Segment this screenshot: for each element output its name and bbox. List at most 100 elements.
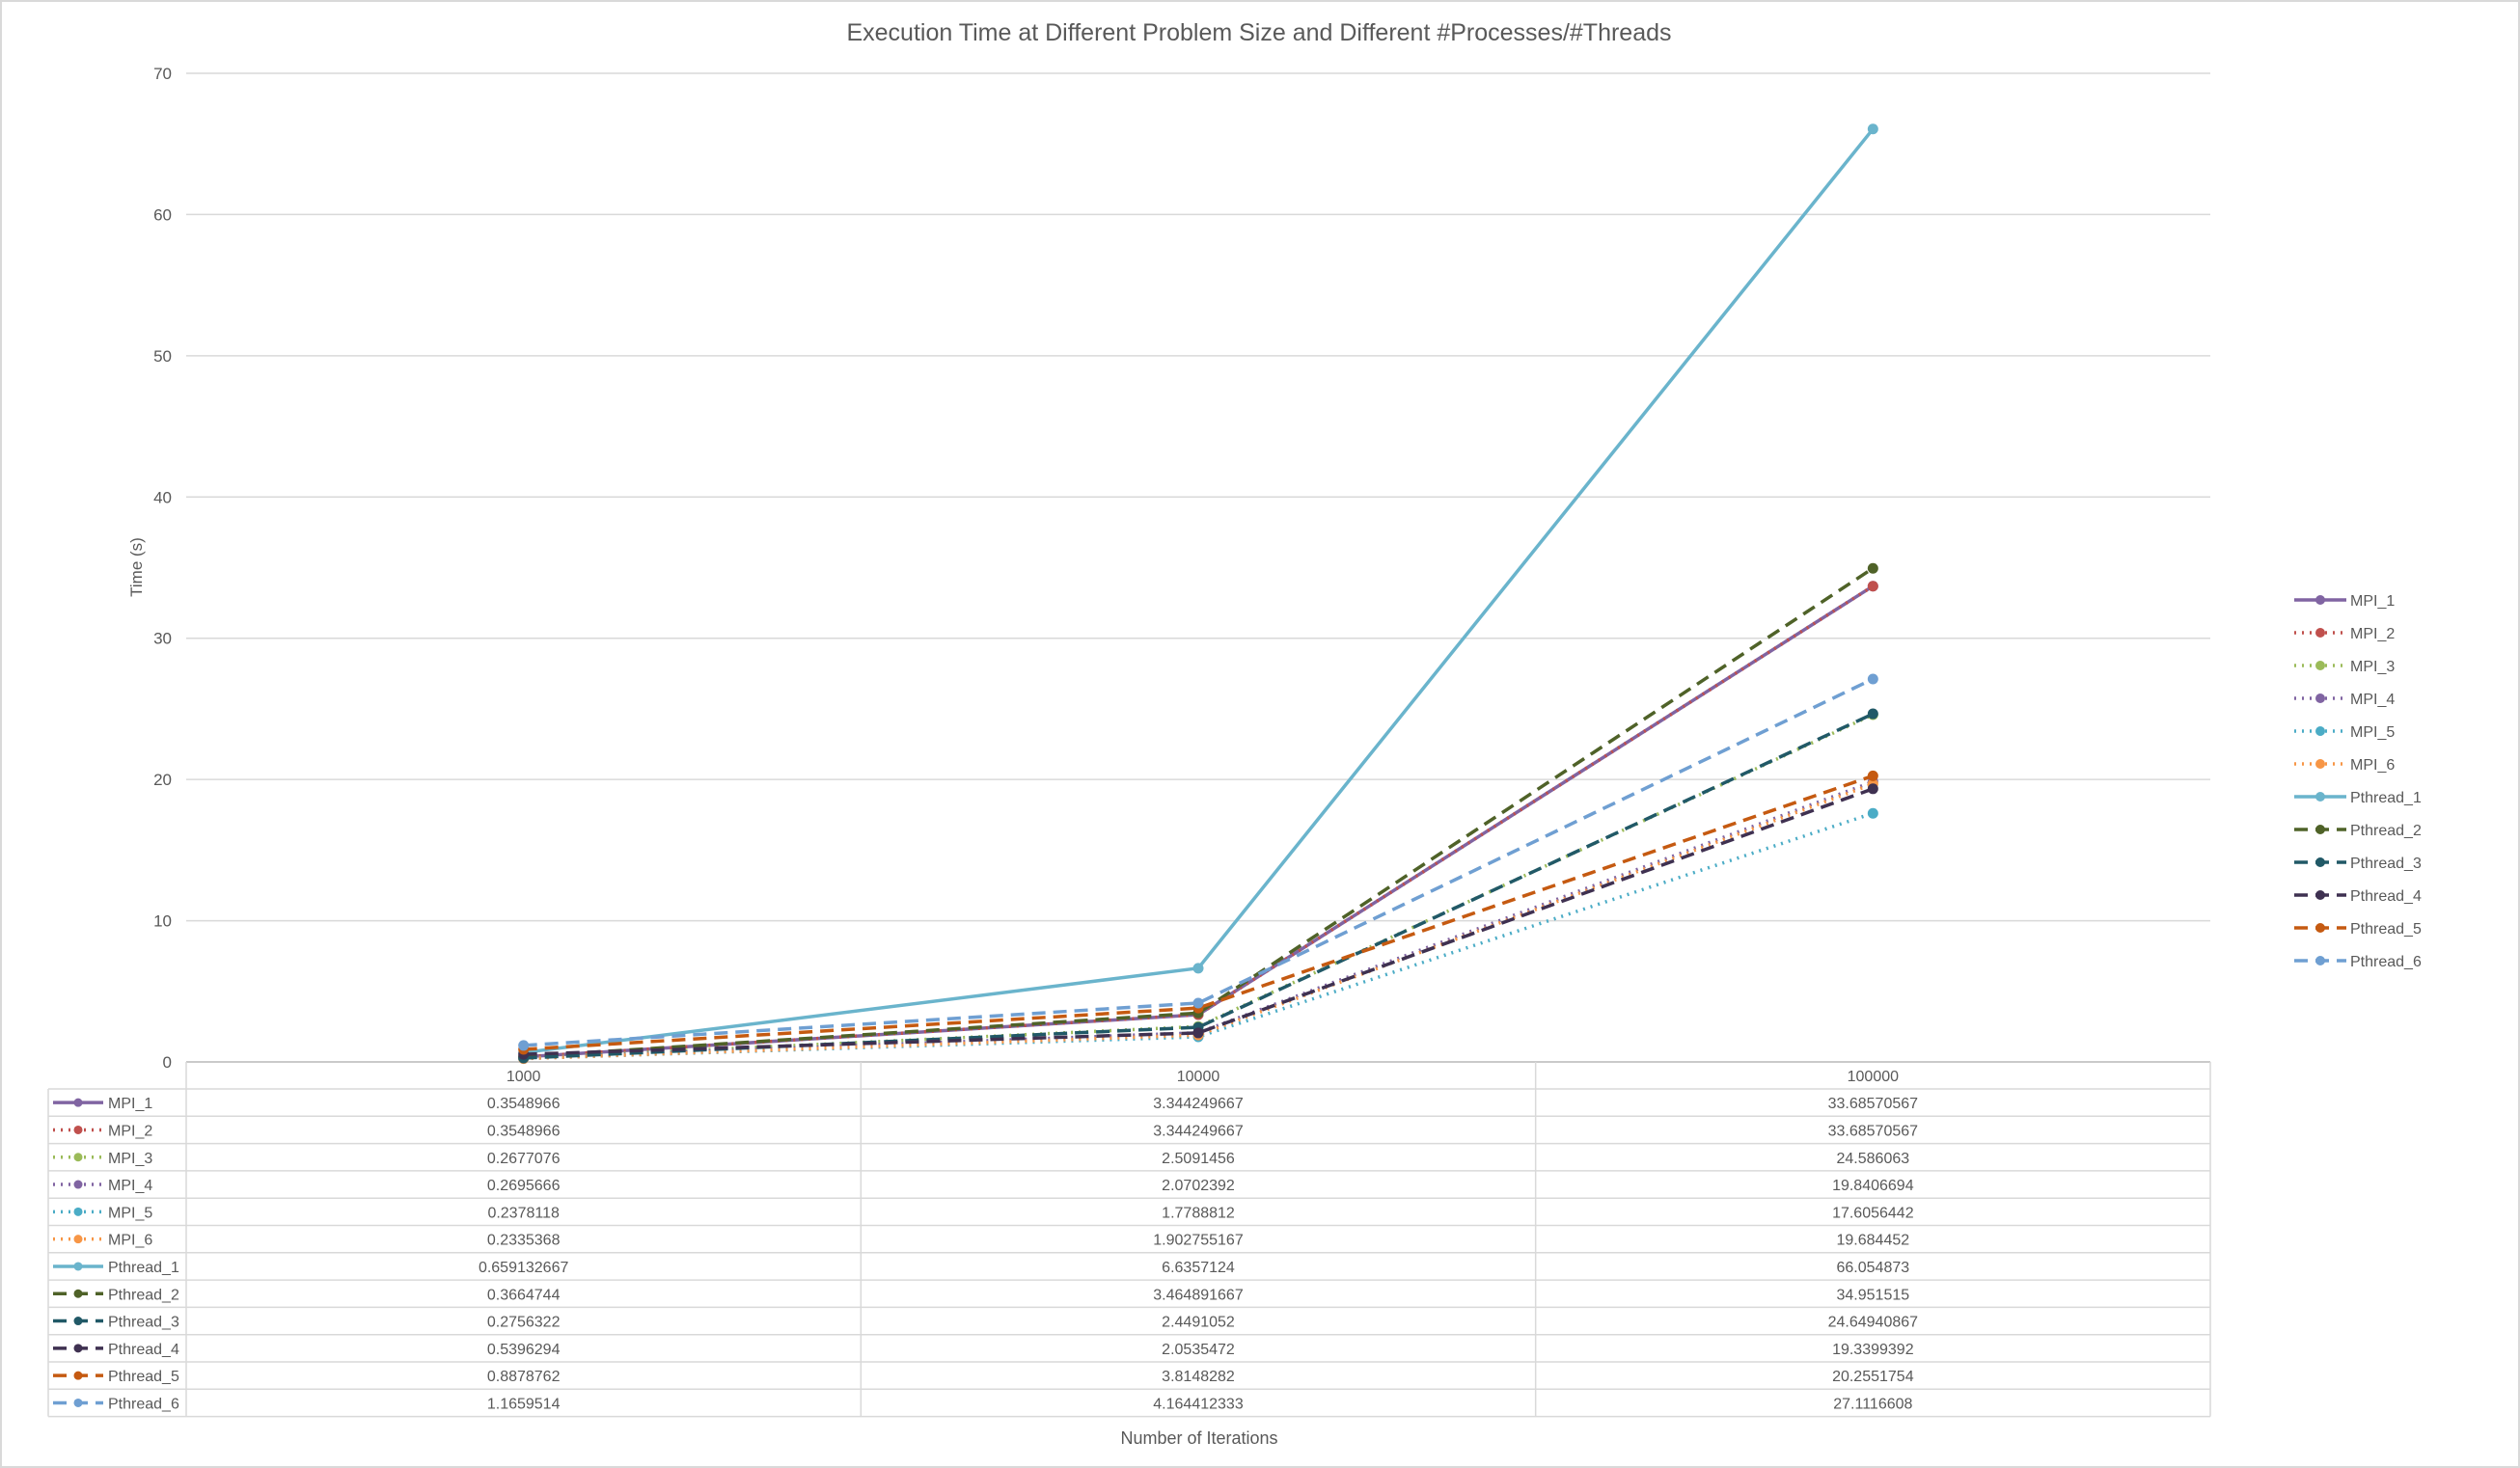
table-row-label: MPI_1: [108, 1096, 152, 1112]
legend-entry: MPI_5: [2350, 724, 2395, 741]
table-row-label: MPI_6: [108, 1233, 152, 1249]
table-cell-value: 66.054873: [1837, 1260, 1910, 1276]
table-row-label: MPI_2: [108, 1123, 152, 1139]
table-row-label: Pthread_1: [108, 1260, 179, 1276]
table-row-label: Pthread_5: [108, 1369, 179, 1385]
table-legend-key-marker: [73, 1125, 83, 1134]
data-point: [1867, 770, 1878, 781]
table-cell-value: 3.464891667: [1153, 1287, 1244, 1303]
table-cell-value: 0.3664744: [487, 1287, 561, 1303]
series-line-MPI_6: [523, 782, 1874, 1061]
x-tick-label: 10000: [1177, 1069, 1220, 1085]
table-cell-value: 0.3548966: [487, 1123, 561, 1139]
table-cell-value: 0.3548966: [487, 1096, 561, 1112]
table-cell-value: 17.6056442: [1832, 1205, 1914, 1221]
x-tick-label: 1000: [507, 1069, 541, 1085]
table-row-label: MPI_3: [108, 1151, 152, 1167]
legend-key-marker: [2315, 825, 2325, 834]
table-cell-value: 3.344249667: [1153, 1123, 1244, 1139]
table-cell-value: 0.2695666: [487, 1178, 561, 1194]
x-tick-label: 100000: [1848, 1069, 1899, 1085]
table-cell-value: 0.659132667: [479, 1260, 569, 1276]
series-line-Pthread_4: [523, 787, 1874, 1056]
legend-entry: MPI_3: [2350, 659, 2395, 675]
table-legend-key-marker: [73, 1317, 83, 1326]
table-legend-key-marker: [73, 1235, 83, 1244]
table-cell-value: 19.684452: [1837, 1233, 1910, 1249]
y-tick-label: 40: [153, 488, 172, 506]
table-row-label: MPI_4: [108, 1178, 152, 1194]
table-cell-value: 0.8878762: [487, 1369, 561, 1385]
y-tick-label: 0: [163, 1053, 172, 1072]
data-point: [1867, 562, 1878, 574]
y-tick-label: 60: [153, 205, 172, 224]
data-point: [1867, 673, 1878, 685]
table-cell-value: 2.5091456: [1162, 1151, 1235, 1167]
data-point: [1192, 997, 1204, 1009]
table-cell-value: 33.68570567: [1828, 1096, 1919, 1112]
legend-key-marker: [2315, 628, 2325, 638]
x-axis-label: Number of Iterations: [1120, 1428, 1277, 1448]
table-cell-value: 34.951515: [1837, 1287, 1910, 1303]
y-tick-label: 20: [153, 771, 172, 789]
table-legend-key-marker: [73, 1207, 83, 1216]
table-cell-value: 0.2677076: [487, 1151, 561, 1167]
table-legend-key-marker: [73, 1344, 83, 1353]
y-tick-label: 30: [153, 630, 172, 648]
legend-key-marker: [2315, 890, 2325, 900]
table-legend-key-marker: [73, 1153, 83, 1162]
table-legend-key-marker: [73, 1398, 83, 1407]
legend-entry: MPI_6: [2350, 757, 2395, 774]
legend-key-marker: [2315, 693, 2325, 703]
legend-entry: Pthread_3: [2350, 856, 2422, 872]
series-line-Pthread_6: [523, 677, 1875, 1047]
table-row-label: Pthread_6: [108, 1396, 179, 1412]
table-cell-value: 24.586063: [1837, 1151, 1910, 1167]
legend-key-marker: [2315, 661, 2325, 670]
table-cell-value: 3.8148282: [1162, 1369, 1235, 1385]
table-legend-key-marker: [73, 1180, 83, 1189]
y-tick-label: 50: [153, 347, 172, 366]
table-cell-value: 0.2378118: [487, 1205, 560, 1221]
data-point: [1867, 783, 1878, 795]
table-cell-value: 20.2551754: [1832, 1369, 1914, 1385]
legend-entry: Pthread_1: [2350, 790, 2422, 806]
legend-entry: MPI_1: [2350, 593, 2395, 610]
data-point: [1192, 1027, 1204, 1039]
legend-key-marker: [2315, 726, 2325, 736]
table-row-label: Pthread_4: [108, 1342, 179, 1358]
chart-title: Execution Time at Different Problem Size…: [846, 19, 1671, 46]
y-axis-ticks: 0 10 20 30 40 50 60 70: [153, 65, 172, 1072]
table-cell-value: 27.1116608: [1833, 1396, 1912, 1412]
legend-key-marker: [2315, 956, 2325, 965]
legend-entry: MPI_4: [2350, 692, 2395, 708]
data-point: [1867, 581, 1878, 592]
y-tick-label: 70: [153, 65, 172, 83]
legend-entry: Pthread_6: [2350, 954, 2422, 970]
table-cell-value: 1.1659514: [487, 1396, 561, 1412]
data-table: 1000 10000 100000 MPI_1 0.3548966 3.344249667…: [47, 1061, 2211, 1418]
data-point: [1867, 708, 1878, 720]
series-line-Pthread_5: [523, 774, 1874, 1051]
table-cell-value: 33.68570567: [1828, 1123, 1919, 1139]
table-cell-value: 1.7788812: [1162, 1205, 1235, 1221]
data-point: [1192, 963, 1204, 974]
table-cell-value: 0.5396294: [487, 1342, 561, 1358]
table-row-label: Pthread_2: [108, 1287, 179, 1303]
legend-entry: MPI_2: [2350, 626, 2395, 642]
legend-key-marker: [2315, 759, 2325, 769]
legend-entry: Pthread_5: [2350, 921, 2422, 938]
table-row-label: Pthread_3: [108, 1315, 179, 1331]
table-legend-key-marker: [73, 1098, 83, 1107]
table-cell-value: 4.164412333: [1153, 1396, 1244, 1412]
table-legend-key-marker: [73, 1262, 83, 1271]
table-cell-value: 2.0702392: [1162, 1178, 1235, 1194]
table-cell-value: 24.64940867: [1828, 1315, 1919, 1331]
table-cell-value: 1.902755167: [1153, 1233, 1244, 1249]
legend-key-marker: [2315, 857, 2325, 867]
legend-key-marker: [2315, 792, 2325, 802]
data-point: [518, 1040, 530, 1051]
table-cell-value: 6.6357124: [1162, 1260, 1235, 1276]
